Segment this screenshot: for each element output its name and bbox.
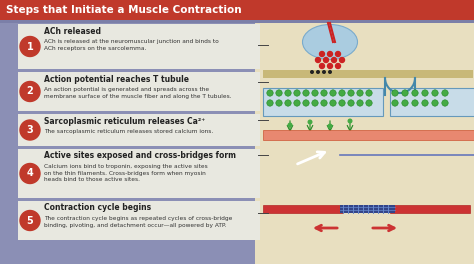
Circle shape: [267, 90, 273, 96]
Polygon shape: [18, 149, 260, 198]
Circle shape: [328, 70, 332, 74]
FancyBboxPatch shape: [18, 149, 260, 198]
Polygon shape: [18, 201, 260, 240]
Circle shape: [294, 100, 300, 106]
Circle shape: [357, 100, 363, 106]
Text: The sarcoplasmic reticulum releases stored calcium ions.: The sarcoplasmic reticulum releases stor…: [44, 129, 213, 134]
Circle shape: [303, 100, 309, 106]
Circle shape: [432, 100, 438, 106]
Circle shape: [20, 163, 40, 183]
Circle shape: [336, 64, 340, 68]
Circle shape: [276, 90, 282, 96]
Text: Contraction cycle begins: Contraction cycle begins: [44, 204, 151, 213]
Circle shape: [294, 90, 300, 96]
Text: ACh released: ACh released: [44, 26, 101, 35]
Circle shape: [328, 124, 332, 129]
Circle shape: [330, 90, 336, 96]
Text: 5: 5: [27, 215, 33, 225]
Circle shape: [402, 100, 408, 106]
Circle shape: [308, 120, 312, 125]
Circle shape: [336, 51, 340, 56]
Circle shape: [328, 64, 332, 68]
Text: Steps that Initiate a Muscle Contraction: Steps that Initiate a Muscle Contraction: [6, 5, 242, 15]
Circle shape: [442, 90, 448, 96]
FancyBboxPatch shape: [18, 72, 260, 111]
Circle shape: [303, 90, 309, 96]
Circle shape: [319, 64, 325, 68]
Text: Active sites exposed and cross-bridges form: Active sites exposed and cross-bridges f…: [44, 152, 236, 161]
FancyBboxPatch shape: [390, 205, 470, 213]
Circle shape: [366, 90, 372, 96]
FancyBboxPatch shape: [263, 130, 474, 140]
Text: Sarcoplasmic reticulum releases Ca²⁺: Sarcoplasmic reticulum releases Ca²⁺: [44, 116, 205, 125]
Circle shape: [392, 90, 398, 96]
FancyBboxPatch shape: [263, 70, 473, 78]
Text: An action potential is generated and spreads across the
membrane surface of the : An action potential is generated and spr…: [44, 87, 232, 98]
Ellipse shape: [302, 25, 357, 59]
Circle shape: [20, 36, 40, 56]
Circle shape: [312, 100, 318, 106]
Text: The contraction cycle begins as repeated cycles of cross-bridge
binding, pivotin: The contraction cycle begins as repeated…: [44, 216, 232, 228]
FancyBboxPatch shape: [263, 88, 383, 116]
Circle shape: [402, 90, 408, 96]
FancyBboxPatch shape: [255, 23, 474, 264]
Circle shape: [412, 100, 418, 106]
Polygon shape: [18, 72, 260, 111]
Circle shape: [285, 100, 291, 106]
Circle shape: [330, 100, 336, 106]
Circle shape: [328, 51, 332, 56]
Circle shape: [20, 210, 40, 230]
Circle shape: [276, 100, 282, 106]
Circle shape: [319, 51, 325, 56]
Circle shape: [348, 90, 354, 96]
Circle shape: [348, 100, 354, 106]
Text: ACh is released at the neuromuscular junction and binds to
ACh receptors on the : ACh is released at the neuromuscular jun…: [44, 39, 219, 51]
Circle shape: [20, 120, 40, 140]
Text: Action potential reaches T tubule: Action potential reaches T tubule: [44, 74, 189, 83]
Polygon shape: [18, 114, 260, 146]
Circle shape: [339, 90, 345, 96]
FancyBboxPatch shape: [263, 78, 473, 80]
Circle shape: [310, 70, 314, 74]
FancyBboxPatch shape: [0, 0, 474, 20]
Circle shape: [316, 58, 320, 63]
Circle shape: [422, 90, 428, 96]
Circle shape: [267, 100, 273, 106]
Circle shape: [285, 90, 291, 96]
Circle shape: [392, 100, 398, 106]
Circle shape: [432, 90, 438, 96]
FancyBboxPatch shape: [340, 205, 395, 213]
Circle shape: [442, 100, 448, 106]
FancyBboxPatch shape: [390, 88, 474, 116]
FancyBboxPatch shape: [18, 201, 260, 240]
Circle shape: [339, 58, 345, 63]
Text: 2: 2: [27, 87, 33, 97]
Circle shape: [323, 58, 328, 63]
FancyBboxPatch shape: [18, 24, 260, 69]
Circle shape: [316, 70, 320, 74]
Circle shape: [20, 82, 40, 101]
Text: 4: 4: [27, 168, 33, 178]
Text: 1: 1: [27, 41, 33, 51]
Circle shape: [322, 70, 326, 74]
Circle shape: [422, 100, 428, 106]
FancyBboxPatch shape: [0, 20, 474, 23]
Circle shape: [288, 122, 292, 128]
Circle shape: [366, 100, 372, 106]
Circle shape: [321, 90, 327, 96]
Circle shape: [347, 119, 353, 124]
Text: 3: 3: [27, 125, 33, 135]
Circle shape: [312, 90, 318, 96]
Circle shape: [339, 100, 345, 106]
Polygon shape: [18, 24, 260, 69]
Circle shape: [321, 100, 327, 106]
Text: Calcium ions bind to troponin, exposing the active sites
on the thin filaments. : Calcium ions bind to troponin, exposing …: [44, 164, 208, 182]
FancyBboxPatch shape: [263, 205, 343, 213]
Circle shape: [412, 90, 418, 96]
FancyBboxPatch shape: [18, 114, 260, 146]
Circle shape: [331, 58, 337, 63]
Circle shape: [357, 90, 363, 96]
